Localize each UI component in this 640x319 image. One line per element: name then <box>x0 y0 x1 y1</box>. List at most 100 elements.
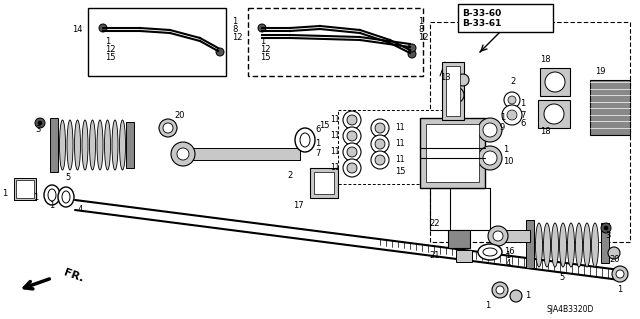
Circle shape <box>478 118 502 142</box>
Ellipse shape <box>104 120 111 170</box>
Ellipse shape <box>552 223 559 267</box>
Bar <box>420 118 485 188</box>
Ellipse shape <box>300 133 310 147</box>
Circle shape <box>601 223 611 233</box>
Ellipse shape <box>82 120 88 170</box>
Text: 1: 1 <box>49 201 54 210</box>
Text: 1: 1 <box>316 138 321 147</box>
Text: 11: 11 <box>395 123 404 132</box>
Text: 1: 1 <box>503 145 508 154</box>
Text: 1: 1 <box>500 114 505 122</box>
Text: 12: 12 <box>232 33 243 42</box>
Text: 5: 5 <box>65 174 70 182</box>
Circle shape <box>216 48 224 56</box>
Ellipse shape <box>112 120 118 170</box>
Circle shape <box>612 266 628 282</box>
Ellipse shape <box>568 223 575 267</box>
Circle shape <box>343 111 361 129</box>
Circle shape <box>507 110 517 120</box>
Text: 4: 4 <box>77 205 83 214</box>
Ellipse shape <box>62 191 70 203</box>
Circle shape <box>371 135 389 153</box>
Circle shape <box>343 159 361 177</box>
Text: FR.: FR. <box>62 268 84 284</box>
Circle shape <box>488 226 508 246</box>
Text: 10: 10 <box>503 158 513 167</box>
Text: 12: 12 <box>418 33 429 42</box>
Circle shape <box>347 131 357 141</box>
Ellipse shape <box>90 120 95 170</box>
Text: 16: 16 <box>504 248 515 256</box>
Text: 21: 21 <box>429 250 440 259</box>
Ellipse shape <box>58 187 74 207</box>
Text: 1: 1 <box>506 251 511 261</box>
Text: 20: 20 <box>610 256 620 264</box>
Ellipse shape <box>67 120 73 170</box>
Text: 2: 2 <box>287 170 292 180</box>
Text: 14: 14 <box>72 26 83 34</box>
Bar <box>446 66 460 116</box>
Circle shape <box>343 143 361 161</box>
Text: 1: 1 <box>418 18 423 26</box>
Circle shape <box>483 123 497 137</box>
Text: 13: 13 <box>440 73 451 83</box>
Ellipse shape <box>543 223 550 267</box>
Ellipse shape <box>52 120 58 170</box>
Ellipse shape <box>591 223 598 267</box>
Circle shape <box>510 290 522 302</box>
Circle shape <box>347 147 357 157</box>
Circle shape <box>483 151 497 165</box>
Ellipse shape <box>536 223 543 267</box>
Circle shape <box>608 247 620 259</box>
Ellipse shape <box>527 223 534 267</box>
Text: 3: 3 <box>35 125 41 135</box>
Circle shape <box>408 44 416 52</box>
Bar <box>248 8 423 76</box>
Text: 1: 1 <box>618 286 623 294</box>
Text: 22: 22 <box>429 219 440 228</box>
Text: 11: 11 <box>330 131 340 140</box>
Text: 11: 11 <box>330 115 340 124</box>
Text: 15: 15 <box>105 54 115 63</box>
Bar <box>14 178 36 200</box>
Bar <box>495 230 530 242</box>
Text: 7: 7 <box>316 149 321 158</box>
Text: 9: 9 <box>500 123 505 132</box>
Ellipse shape <box>483 248 497 256</box>
Bar <box>601 223 609 263</box>
Text: 1: 1 <box>232 18 237 26</box>
Circle shape <box>171 142 195 166</box>
Bar <box>180 148 300 160</box>
Bar <box>456 250 472 262</box>
Text: 12: 12 <box>260 46 271 55</box>
Ellipse shape <box>74 120 81 170</box>
Text: SJA4B3320D: SJA4B3320D <box>547 306 594 315</box>
Text: 7: 7 <box>520 110 525 120</box>
Circle shape <box>457 74 469 86</box>
Ellipse shape <box>584 223 591 267</box>
Circle shape <box>375 155 385 165</box>
Bar <box>16 180 34 198</box>
Text: 5: 5 <box>559 273 564 283</box>
Text: 20: 20 <box>175 110 185 120</box>
Text: 11: 11 <box>395 139 404 149</box>
Circle shape <box>544 104 564 124</box>
Ellipse shape <box>559 223 566 267</box>
Text: B-33-61: B-33-61 <box>462 19 501 27</box>
Text: 8: 8 <box>232 26 237 34</box>
Text: 19: 19 <box>595 68 605 77</box>
Text: 1: 1 <box>105 38 110 47</box>
Text: 1: 1 <box>2 189 7 197</box>
Circle shape <box>492 282 508 298</box>
Bar <box>314 172 334 194</box>
Circle shape <box>496 286 504 294</box>
Text: 11: 11 <box>330 164 340 173</box>
Circle shape <box>347 115 357 125</box>
Text: 1: 1 <box>520 100 525 108</box>
Circle shape <box>408 50 416 58</box>
Circle shape <box>99 24 107 32</box>
Bar <box>426 124 479 182</box>
Circle shape <box>604 226 608 230</box>
Text: 12: 12 <box>105 46 115 55</box>
Text: 1: 1 <box>33 194 38 203</box>
